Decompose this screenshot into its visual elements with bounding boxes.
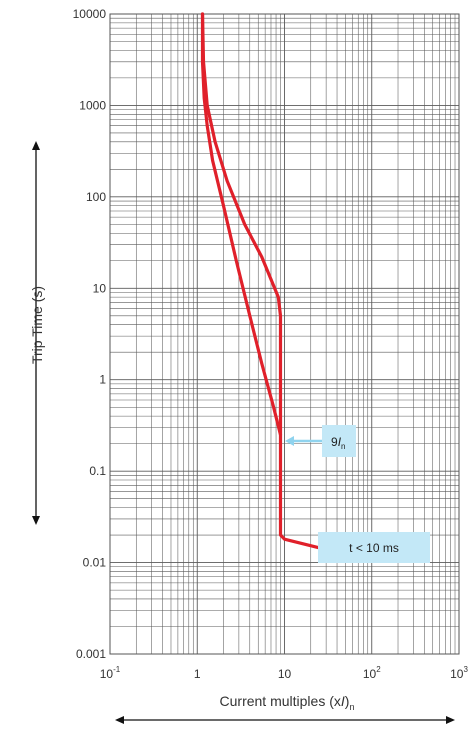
y-tick-label: 1 [99, 373, 106, 387]
y-axis-title: Trip Time (s) [29, 286, 45, 364]
x-arrow-right-icon [446, 716, 455, 724]
y-arrow-down-icon [32, 516, 40, 525]
x-arrow-left-icon [115, 716, 124, 724]
x-tick-label: 10-1 [100, 665, 121, 681]
callout-trip-time-limit-box [318, 532, 430, 563]
callout-trip-time-limit: t < 10 ms [318, 532, 430, 563]
trip-curve-lower [200, 12, 321, 550]
callout-9in: 9In [285, 425, 356, 457]
y-arrow-up-icon [32, 141, 40, 150]
y-tick-label: 10 [93, 281, 107, 295]
y-tick-label: 10000 [73, 7, 107, 21]
callout-9in-arrowhead-icon [285, 436, 294, 446]
y-tick-label: 0.01 [83, 556, 107, 570]
plot-frame [109, 13, 460, 655]
y-axis-double-arrow [32, 141, 40, 525]
x-tick-label: 1 [194, 667, 201, 681]
x-axis-double-arrow [115, 716, 455, 724]
callout-9in-box [322, 425, 356, 457]
x-tick-label: 103 [450, 665, 468, 681]
trip-curves [200, 12, 321, 550]
x-tick-labels: 10-1 1 10 102 103 [100, 665, 469, 681]
y-tick-label: 0.1 [89, 464, 106, 478]
callout-9in-label: 9In [331, 435, 345, 451]
x-tick-label: 102 [363, 665, 381, 681]
y-tick-label: 0.001 [76, 647, 106, 661]
callout-trip-time-limit-label: t < 10 ms [349, 541, 399, 555]
y-tick-labels: 10000 1000 100 10 1 0.1 0.01 0.001 [73, 7, 107, 661]
trip-curve-upper [200, 12, 283, 437]
y-tick-label: 1000 [79, 98, 106, 112]
x-tick-label: 10 [278, 667, 292, 681]
x-axis-title: Current multiples (xI)n [220, 693, 355, 712]
y-tick-label: 100 [86, 190, 106, 204]
